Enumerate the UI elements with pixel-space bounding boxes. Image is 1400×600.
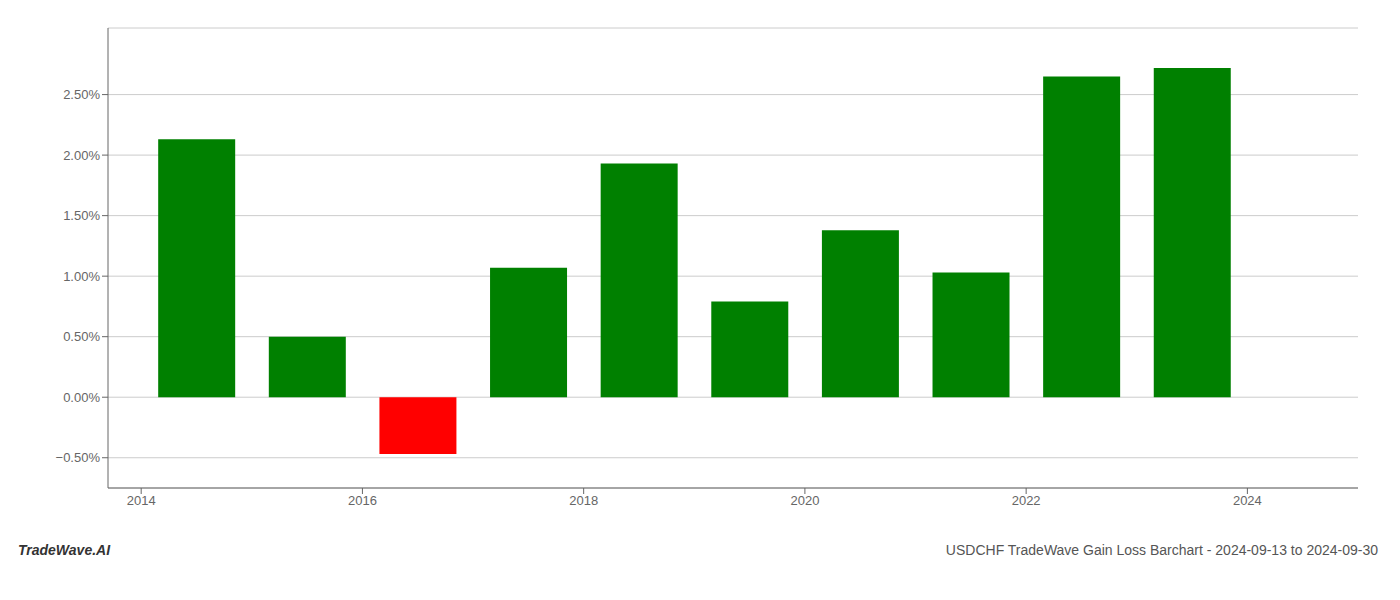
svg-text:2018: 2018 <box>569 493 598 508</box>
svg-text:1.00%: 1.00% <box>63 269 100 284</box>
html-text:USDCHF TradeWave Gain Loss Bar: USDCHF TradeWave Gain Loss Barchart - 20… <box>945 542 1378 558</box>
svg-text:2.00%: 2.00% <box>63 148 100 163</box>
svg-text:2016: 2016 <box>348 493 377 508</box>
svg-text:2020: 2020 <box>790 493 819 508</box>
html-text:TradeWave.AI: TradeWave.AI <box>18 542 111 558</box>
svg-text:0.00%: 0.00% <box>63 390 100 405</box>
svg-text:2024: 2024 <box>1233 493 1262 508</box>
svg-text:2022: 2022 <box>1012 493 1041 508</box>
svg-text:0.50%: 0.50% <box>63 329 100 344</box>
svg-text:2014: 2014 <box>127 493 156 508</box>
svg-text:1.50%: 1.50% <box>63 208 100 223</box>
svg-text:2.50%: 2.50% <box>63 87 100 102</box>
svg-text:−0.50%: −0.50% <box>56 450 101 465</box>
